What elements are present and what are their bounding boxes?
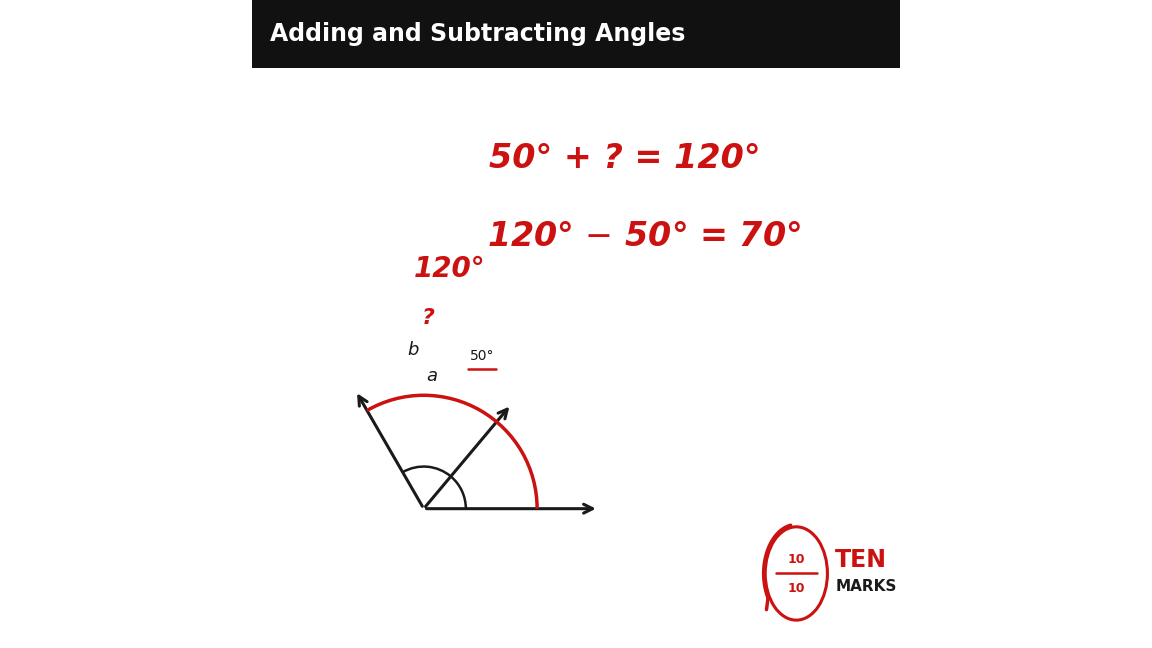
Text: MARKS: MARKS — [835, 579, 896, 594]
Text: ?: ? — [422, 308, 434, 327]
Text: 10: 10 — [788, 553, 805, 566]
Text: 10: 10 — [788, 582, 805, 595]
Text: TEN: TEN — [835, 548, 887, 572]
FancyBboxPatch shape — [252, 0, 900, 68]
Text: b: b — [407, 341, 418, 359]
Text: a: a — [426, 367, 438, 385]
Text: 50° + ? = 120°: 50° + ? = 120° — [488, 143, 760, 175]
Text: 120°: 120° — [414, 255, 485, 283]
Text: 50°: 50° — [470, 349, 494, 363]
Text: 120° $-$ 50° = 70°: 120° $-$ 50° = 70° — [487, 220, 801, 253]
Text: Adding and Subtracting Angles: Adding and Subtracting Angles — [270, 22, 685, 47]
